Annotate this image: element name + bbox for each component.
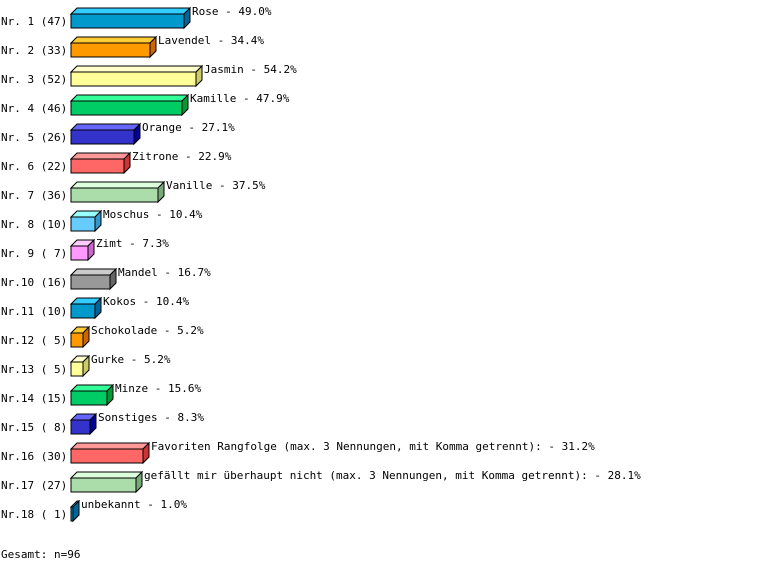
bar-value-label: Kokos - 10.4% bbox=[103, 295, 189, 308]
bar bbox=[70, 390, 108, 406]
bar-top bbox=[69, 442, 151, 450]
bar bbox=[70, 274, 111, 290]
bar bbox=[70, 448, 144, 464]
bar bbox=[70, 158, 125, 174]
bar-top bbox=[69, 152, 132, 160]
bar-top bbox=[69, 36, 158, 44]
row-label: Nr.12 ( 5) bbox=[1, 334, 67, 347]
bar-value-label: Mandel - 16.7% bbox=[118, 266, 211, 279]
bar bbox=[70, 187, 159, 203]
bar bbox=[70, 216, 96, 232]
bar-value-label: Gurke - 5.2% bbox=[91, 353, 171, 366]
bar-top bbox=[69, 268, 118, 276]
bar-top bbox=[69, 181, 166, 189]
bar-top bbox=[69, 123, 142, 131]
row-label: Nr.17 (27) bbox=[1, 479, 67, 492]
bar-value-label: Orange - 27.1% bbox=[142, 121, 235, 134]
row-label: Nr. 8 (10) bbox=[1, 218, 67, 231]
row-label: Nr.15 ( 8) bbox=[1, 421, 67, 434]
row-label: Nr. 7 (36) bbox=[1, 189, 67, 202]
row-label: Nr. 4 (46) bbox=[1, 102, 67, 115]
bar-value-label: Kamille - 47.9% bbox=[190, 92, 290, 105]
row-label: Nr. 5 (26) bbox=[1, 131, 67, 144]
bar-value-label: unbekannt - 1.0% bbox=[81, 498, 187, 511]
row-label: Nr. 3 (52) bbox=[1, 73, 67, 86]
bar bbox=[70, 129, 135, 145]
bar bbox=[70, 332, 84, 348]
bar bbox=[70, 42, 151, 58]
bar-value-label: gefällt mir überhaupt nicht (max. 3 Nenn… bbox=[144, 469, 641, 482]
row-label: Nr.10 (16) bbox=[1, 276, 67, 289]
bar bbox=[70, 245, 89, 261]
bar bbox=[70, 13, 185, 29]
bar-value-label: Vanille - 37.5% bbox=[166, 179, 266, 192]
bar-value-label: Zimt - 7.3% bbox=[96, 237, 169, 250]
bar-top bbox=[69, 471, 144, 479]
bar-value-label: Schokolade - 5.2% bbox=[91, 324, 204, 337]
bar bbox=[70, 71, 197, 87]
bar bbox=[70, 419, 91, 435]
row-label: Nr.11 (10) bbox=[1, 305, 67, 318]
total-label: Gesamt: n=96 bbox=[1, 548, 81, 561]
bar-top bbox=[69, 384, 115, 392]
row-label: Nr. 6 (22) bbox=[1, 160, 67, 173]
bar bbox=[70, 100, 183, 116]
bar-value-label: Sonstiges - 8.3% bbox=[98, 411, 204, 424]
bar-value-label: Zitrone - 22.9% bbox=[132, 150, 232, 163]
bar bbox=[70, 506, 74, 522]
row-label: Nr.18 ( 1) bbox=[1, 508, 67, 521]
row-label: Nr. 2 (33) bbox=[1, 44, 67, 57]
row-label: Nr. 1 (47) bbox=[1, 15, 67, 28]
bar-value-label: Moschus - 10.4% bbox=[103, 208, 203, 221]
bar-value-label: Minze - 15.6% bbox=[115, 382, 201, 395]
row-label: Nr. 9 ( 7) bbox=[1, 247, 67, 260]
bar bbox=[70, 361, 84, 377]
bar bbox=[70, 303, 96, 319]
bar-top bbox=[69, 7, 192, 15]
bar bbox=[70, 477, 137, 493]
row-label: Nr.14 (15) bbox=[1, 392, 67, 405]
bar-top bbox=[69, 65, 204, 73]
bar-value-label: Jasmin - 54.2% bbox=[204, 63, 297, 76]
row-label: Nr.16 (30) bbox=[1, 450, 67, 463]
row-label: Nr.13 ( 5) bbox=[1, 363, 67, 376]
bar-value-label: Rose - 49.0% bbox=[192, 5, 272, 18]
bar-value-label: Lavendel - 34.4% bbox=[158, 34, 264, 47]
bar-top bbox=[69, 94, 190, 102]
bar-value-label: Favoriten Rangfolge (max. 3 Nennungen, m… bbox=[151, 440, 595, 453]
